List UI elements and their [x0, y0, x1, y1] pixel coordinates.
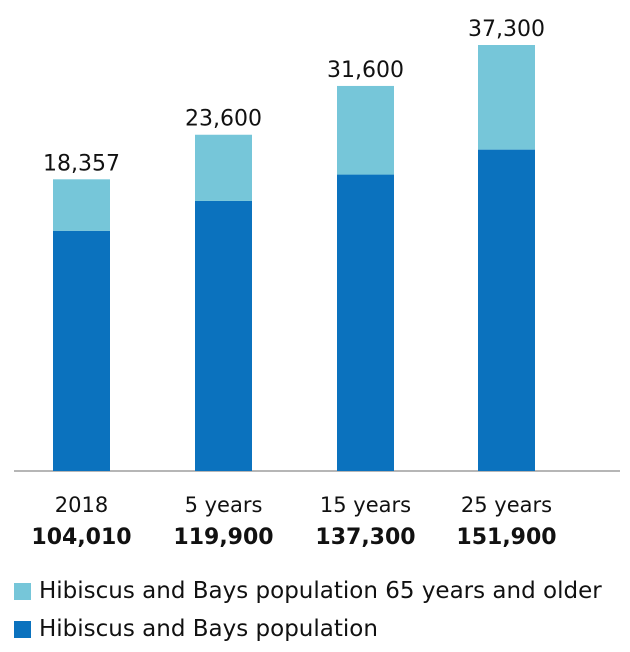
legend-swatch-population — [14, 620, 31, 638]
top-value-label: 18,357 — [43, 151, 120, 176]
x-category-label: 5 years — [185, 493, 263, 517]
x-category-label: 15 years — [320, 493, 411, 517]
x-total-label: 119,900 — [173, 525, 273, 550]
legend-item-population: Hibiscus and Bays population — [14, 612, 624, 646]
legend-swatch-65-and-older — [14, 582, 31, 600]
x-category-label: 2018 — [55, 493, 108, 517]
legend-label-65-and-older: Hibiscus and Bays population 65 years an… — [39, 578, 602, 604]
bar-segment-population — [53, 230, 110, 471]
legend-label-population: Hibiscus and Bays population — [39, 616, 378, 642]
x-total-label: 151,900 — [456, 525, 556, 550]
x-category-label: 25 years — [461, 493, 552, 517]
bar-segment-65-and-older — [195, 134, 252, 201]
x-total-label: 104,010 — [31, 525, 131, 550]
x-total-label: 137,300 — [315, 525, 415, 550]
top-value-label: 37,300 — [468, 17, 545, 42]
bar-segment-population — [195, 200, 252, 471]
bar-segment-65-and-older — [53, 179, 110, 231]
top-value-label: 31,600 — [327, 58, 404, 83]
legend-item-65-and-older: Hibiscus and Bays population 65 years an… — [14, 574, 624, 608]
top-value-label: 23,600 — [185, 107, 262, 132]
chart-legend: Hibiscus and Bays population 65 years an… — [14, 574, 624, 650]
bar-segment-65-and-older — [337, 85, 394, 175]
bar-segment-population — [337, 174, 394, 471]
bar-segment-population — [478, 149, 535, 471]
bar-segment-65-and-older — [478, 45, 535, 150]
